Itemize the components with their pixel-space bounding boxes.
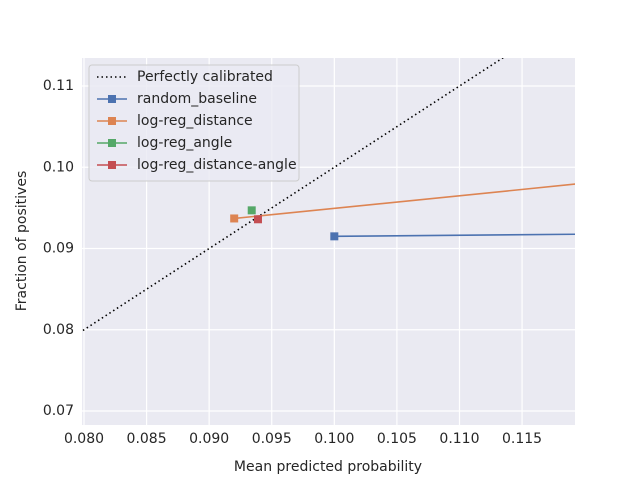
- legend-marker: [108, 161, 116, 169]
- legend-marker: [108, 117, 116, 125]
- legend-box: [88, 64, 300, 182]
- y-tick-label: 0.08: [43, 322, 74, 338]
- y-tick-label: 0.07: [43, 403, 74, 419]
- x-tick-label: 0.110: [439, 431, 479, 447]
- y-axis-label: Fraction of positives: [14, 171, 30, 312]
- marker: [230, 214, 239, 223]
- x-tick-label: 0.090: [189, 431, 229, 447]
- legend-label: log-reg_distance: [137, 113, 253, 129]
- x-tick-label: 0.080: [64, 431, 104, 447]
- y-tick-label: 0.11: [43, 78, 74, 94]
- x-tick-label: 0.100: [314, 431, 354, 447]
- x-tick-label: 0.095: [252, 431, 292, 447]
- marker: [330, 232, 339, 241]
- y-tick-label: 0.09: [43, 241, 74, 257]
- legend-marker: [108, 139, 116, 147]
- marker: [247, 206, 256, 215]
- x-axis-label: Mean predicted probability: [234, 459, 422, 475]
- legend-label: Perfectly calibrated: [137, 69, 273, 85]
- y-tick-label: 0.10: [43, 159, 74, 175]
- x-tick-label: 0.085: [127, 431, 167, 447]
- legend-label: log-reg_distance-angle: [137, 157, 297, 173]
- legend-label: log-reg_angle: [137, 135, 232, 151]
- series-line: [234, 183, 575, 220]
- legend-label: random_baseline: [137, 91, 257, 107]
- series-line: [334, 233, 575, 238]
- marker: [253, 215, 262, 224]
- x-tick-label: 0.115: [502, 431, 542, 447]
- x-tick-label: 0.105: [377, 431, 417, 447]
- legend-marker: [108, 95, 116, 103]
